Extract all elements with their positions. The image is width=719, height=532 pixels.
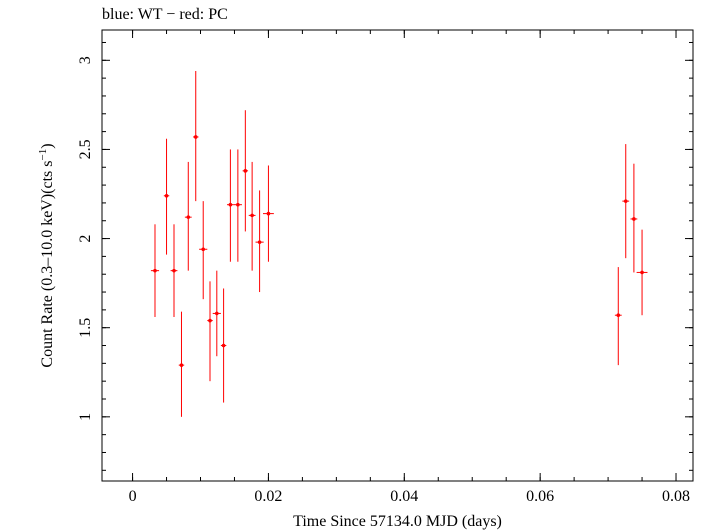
data-point (207, 281, 213, 382)
data-point (255, 190, 264, 293)
point-marker (266, 211, 271, 216)
point-marker (616, 313, 621, 318)
y-tick-label: 1 (77, 413, 94, 421)
data-point (226, 149, 234, 262)
data-point (248, 161, 256, 271)
x-tick-label: 0.06 (526, 488, 554, 505)
data-point (150, 224, 160, 317)
x-axis: 0 0.02 0.04 0.06 0.08 (129, 30, 690, 505)
y-tick-label: 3 (77, 56, 94, 64)
point-marker (193, 135, 198, 139)
data-point (636, 229, 648, 316)
point-marker (221, 343, 226, 348)
chart-title: blue: WT − red: PC (102, 6, 228, 23)
data-point (184, 161, 192, 271)
y-axis-label-close: ) (39, 143, 56, 148)
x-axis-label: Time Since 57134.0 MJD (days) (293, 513, 502, 530)
point-marker (172, 268, 176, 273)
x-tick-label: 0 (129, 488, 137, 505)
data-point (630, 163, 638, 273)
data-point (212, 270, 221, 357)
point-marker (623, 199, 628, 203)
y-axis-label-exponent: −1 (37, 149, 49, 161)
data-point (178, 311, 185, 417)
data-point (170, 224, 178, 317)
data-point (262, 165, 274, 262)
x-tick-label: 0.04 (390, 488, 418, 505)
point-marker (153, 268, 157, 273)
data-point (233, 149, 242, 262)
y-axis: 1 1.5 2 2.5 3 (77, 41, 693, 471)
point-marker (186, 215, 191, 219)
point-marker (179, 363, 184, 367)
x-tick-label: 0.02 (254, 488, 282, 505)
point-marker (201, 247, 206, 252)
data-point (163, 138, 170, 255)
point-marker (215, 311, 219, 316)
plot-frame (101, 29, 694, 482)
data-point (614, 267, 622, 366)
data-point (193, 71, 199, 202)
point-marker (228, 202, 233, 207)
point-marker (164, 193, 169, 198)
point-marker (208, 318, 212, 323)
point-marker (257, 240, 262, 244)
y-tick-label: 2 (77, 235, 94, 243)
data-point (199, 201, 208, 300)
point-marker (640, 270, 644, 275)
data-point (242, 110, 249, 232)
y-tick-label: 2.5 (77, 139, 94, 159)
data-point (622, 144, 630, 259)
point-marker (236, 202, 240, 207)
data-points (150, 71, 648, 417)
x-tick-label: 0.08 (662, 488, 690, 505)
y-axis-label-main: Count Rate (0.3–10.0 keV)(cts s (39, 160, 56, 367)
data-point (220, 288, 227, 403)
y-tick-label: 1.5 (77, 318, 94, 338)
point-marker (632, 217, 636, 221)
point-marker (250, 213, 254, 218)
point-marker (243, 169, 248, 173)
y-axis-label: Count Rate (0.3–10.0 keV)(cts s−1) (37, 143, 56, 367)
